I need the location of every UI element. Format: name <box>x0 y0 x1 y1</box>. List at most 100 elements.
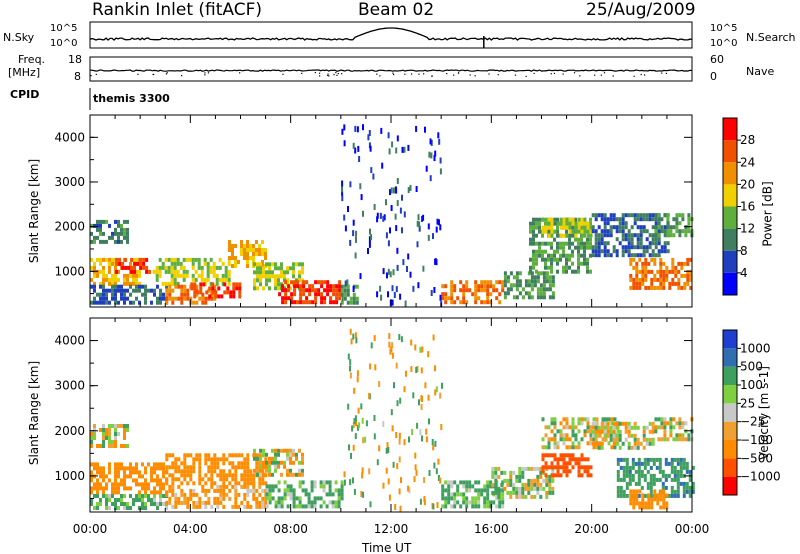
velocity-scatter <box>362 491 365 498</box>
velocity-scatter <box>431 438 434 445</box>
velocity-cell <box>150 478 153 483</box>
velocity-scatter <box>436 502 439 508</box>
power-cell <box>111 261 114 266</box>
velocity-cell <box>144 470 147 475</box>
velocity-cell <box>618 437 622 442</box>
velocity-cell <box>171 481 175 486</box>
power-cell <box>93 288 96 293</box>
power-cell <box>161 261 165 266</box>
velocity-cell <box>658 465 662 470</box>
power-cell <box>176 281 180 286</box>
power-cell <box>180 288 184 293</box>
velocity-cell <box>642 433 646 438</box>
velocity-scatter <box>440 424 443 430</box>
power-cell <box>474 296 478 301</box>
power-cell <box>286 278 289 283</box>
power-cell <box>280 270 283 275</box>
velocity-cell <box>536 466 540 471</box>
velocity-scatter <box>369 363 372 370</box>
velocity-cell <box>120 466 123 471</box>
power-scatter <box>349 239 352 246</box>
velocity-ytick-label: 1000 <box>54 469 85 483</box>
power-cell <box>301 270 304 275</box>
velocity-cell <box>477 504 481 509</box>
velocity-cell <box>450 504 454 509</box>
velocity-scatter <box>437 458 440 465</box>
velocity-cell <box>90 502 93 506</box>
velocity-scatter <box>382 482 385 489</box>
velocity-scatter <box>353 418 356 425</box>
power-scatter <box>428 151 431 158</box>
velocity-cell <box>595 445 599 450</box>
power-scatter <box>376 212 379 219</box>
velocity-cell <box>289 452 292 457</box>
power-cell <box>672 233 676 238</box>
velocity-scatter <box>399 505 402 512</box>
velocity-scatter <box>388 333 391 340</box>
velocity-cell <box>474 500 478 505</box>
power-cell <box>102 257 105 262</box>
velocity-cell <box>501 504 505 509</box>
velocity-cell <box>675 421 679 426</box>
velocity-cell <box>591 441 595 446</box>
velocity-cell <box>649 481 653 486</box>
power-cell <box>258 252 261 256</box>
power-cell <box>90 265 93 270</box>
freq-panel-frame <box>89 56 693 82</box>
power-cell <box>139 265 143 270</box>
power-cell <box>253 286 256 291</box>
power-cell <box>120 288 123 293</box>
velocity-cell <box>447 488 451 493</box>
velocity-cell <box>135 462 138 467</box>
velocity-cell <box>331 500 335 505</box>
velocity-scatter <box>349 365 351 372</box>
velocity-cell <box>262 448 265 453</box>
velocity-cell <box>225 484 229 489</box>
power-cell <box>565 257 568 262</box>
power-cell <box>583 261 586 266</box>
velocity-cell <box>565 453 569 458</box>
power-cell <box>302 300 306 305</box>
velocity-cell <box>650 497 654 502</box>
power-cell <box>648 213 652 218</box>
power-cell <box>238 282 242 287</box>
velocity-cell <box>503 478 507 483</box>
power-scatter <box>412 285 415 292</box>
power-cell <box>545 279 549 284</box>
power-cell <box>538 253 541 258</box>
velocity-cell <box>565 461 569 466</box>
power-cell <box>118 257 122 262</box>
velocity-cell <box>90 462 93 467</box>
power-cell <box>550 265 553 270</box>
velocity-cell <box>144 466 147 471</box>
power-cell <box>165 300 169 305</box>
velocity-cell <box>295 472 298 477</box>
velocity-cell <box>96 506 99 510</box>
velocity-cell <box>298 448 301 453</box>
velocity-cell <box>622 493 626 498</box>
power-cell <box>90 231 93 236</box>
power-cell <box>577 257 580 262</box>
power-cell <box>683 273 687 278</box>
velocity-scatter <box>343 479 346 486</box>
power-cell <box>668 281 672 286</box>
power-cell <box>265 270 268 275</box>
power-cell <box>562 221 566 226</box>
power-cell <box>115 269 119 274</box>
velocity-cell <box>669 425 673 430</box>
velocity-cell <box>301 480 305 485</box>
power-cell <box>190 282 194 287</box>
velocity-cell <box>123 436 126 440</box>
velocity-cell <box>265 504 269 509</box>
velocity-cell <box>679 481 683 486</box>
power-cell <box>108 223 111 228</box>
power-cell <box>647 261 651 266</box>
velocity-cell <box>310 480 314 485</box>
power-cell <box>474 288 478 293</box>
power-cell <box>489 292 493 297</box>
power-cell <box>123 292 126 297</box>
power-cell <box>105 239 108 244</box>
power-cell <box>474 280 478 285</box>
velocity-scatter <box>428 418 430 425</box>
velocity-cell <box>138 494 141 498</box>
